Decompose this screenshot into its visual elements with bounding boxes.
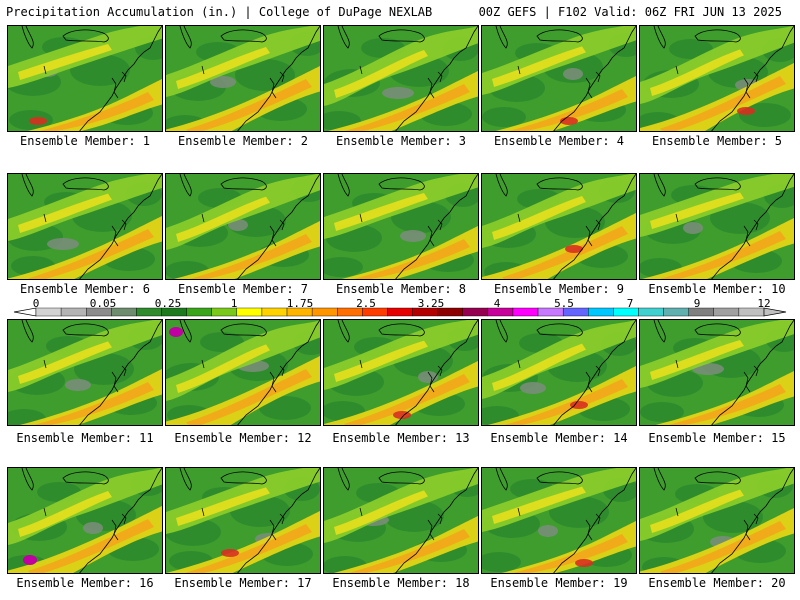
- scale-arrow-right: [763, 307, 787, 317]
- map-title: Precipitation Accumulation (in.) | Colle…: [6, 5, 433, 19]
- scale-tick-label: 1.75: [286, 297, 314, 310]
- ensemble-map-panel: [639, 173, 795, 280]
- scale-swatch: [588, 307, 614, 317]
- scale-swatch: [186, 307, 212, 317]
- ensemble-map-panel: [639, 467, 795, 574]
- ensemble-member-label: Ensemble Member: 16: [16, 576, 154, 590]
- ensemble-member-label: Ensemble Member: 10: [648, 282, 786, 296]
- ensemble-map-panel: [481, 467, 637, 574]
- scale-tick-label: 9: [693, 297, 701, 310]
- scale-tick-label: 0.05: [89, 297, 117, 310]
- scale-tick-label: 0: [32, 297, 40, 310]
- ensemble-map-panel: [323, 467, 479, 574]
- ensemble-map-panel: [323, 25, 479, 132]
- ensemble-map-panel: [165, 173, 321, 280]
- ensemble-map-panel: [165, 319, 321, 426]
- scale-swatch: [688, 307, 714, 317]
- scale-swatch: [387, 307, 413, 317]
- scale-tick-label: 4: [493, 297, 501, 310]
- scale-swatch: [512, 307, 539, 317]
- ensemble-member-label: Ensemble Member: 14: [490, 431, 628, 445]
- ensemble-member-label: Ensemble Member: 13: [332, 431, 470, 445]
- ensemble-map-panel: [323, 173, 479, 280]
- ensemble-member-label: Ensemble Member: 7: [177, 282, 309, 296]
- ensemble-member-label: Ensemble Member: 19: [490, 576, 628, 590]
- scale-swatch: [311, 307, 338, 317]
- ensemble-member-label: Ensemble Member: 3: [335, 134, 467, 148]
- ensemble-member-label: Ensemble Member: 8: [335, 282, 467, 296]
- ensemble-map-panel: [7, 25, 163, 132]
- ensemble-map-panel: [481, 173, 637, 280]
- ensemble-member-label: Ensemble Member: 20: [648, 576, 786, 590]
- scale-swatch: [638, 307, 664, 317]
- ensemble-map-panel: [323, 319, 479, 426]
- ensemble-map-panel: [639, 25, 795, 132]
- ensemble-map-panel: [7, 467, 163, 574]
- scale-tick-label: 0.25: [154, 297, 182, 310]
- ensemble-map-panel: [481, 25, 637, 132]
- scale-tick-label: 2.5: [356, 297, 376, 310]
- ensemble-map-panel: [165, 467, 321, 574]
- ensemble-member-label: Ensemble Member: 1: [19, 134, 151, 148]
- scale-tick-label: 12: [757, 297, 771, 310]
- ensemble-member-label: Ensemble Member: 11: [16, 431, 154, 445]
- valid-time: 00Z GEFS | F102 Valid: 06Z FRI JUN 13 20…: [478, 5, 782, 19]
- ensemble-member-label: Ensemble Member: 9: [493, 282, 625, 296]
- scale-tick-label: 7: [626, 297, 634, 310]
- scale-swatch: [35, 307, 62, 317]
- scale-swatch: [261, 307, 288, 317]
- ensemble-member-label: Ensemble Member: 2: [177, 134, 309, 148]
- ensemble-map-panel: [7, 319, 163, 426]
- ensemble-map-panel: [639, 319, 795, 426]
- ensemble-member-label: Ensemble Member: 18: [332, 576, 470, 590]
- scale-tick-label: 1: [230, 297, 238, 310]
- ensemble-map-panel: [165, 25, 321, 132]
- scale-tick-label: 5.5: [554, 297, 574, 310]
- color-scale: [13, 307, 787, 317]
- scale-swatch: [663, 307, 689, 317]
- ensemble-member-label: Ensemble Member: 6: [19, 282, 151, 296]
- ensemble-map-panel: [7, 173, 163, 280]
- scale-tick-label: 3.25: [417, 297, 445, 310]
- ensemble-member-label: Ensemble Member: 12: [174, 431, 312, 445]
- ensemble-map-panel: [481, 319, 637, 426]
- scale-swatch: [462, 307, 489, 317]
- scale-swatch: [236, 307, 263, 317]
- ensemble-member-label: Ensemble Member: 17: [174, 576, 312, 590]
- ensemble-member-label: Ensemble Member: 5: [651, 134, 783, 148]
- ensemble-member-label: Ensemble Member: 15: [648, 431, 786, 445]
- scale-swatch: [60, 307, 87, 317]
- scale-swatch: [713, 307, 740, 317]
- ensemble-member-label: Ensemble Member: 4: [493, 134, 625, 148]
